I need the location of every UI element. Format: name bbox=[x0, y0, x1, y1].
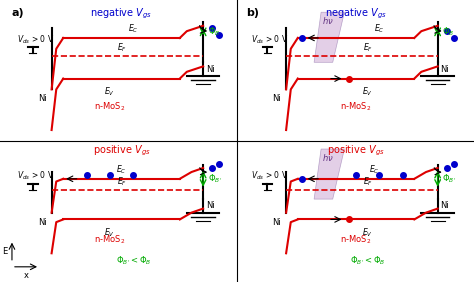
Text: Ni: Ni bbox=[440, 65, 449, 74]
Text: h$\nu$: h$\nu$ bbox=[322, 15, 334, 26]
Text: $E_V$: $E_V$ bbox=[104, 226, 115, 239]
Text: $E_V$: $E_V$ bbox=[362, 226, 373, 239]
Text: Ni: Ni bbox=[38, 218, 46, 227]
Text: $V_{ds}$ > 0 V: $V_{ds}$ > 0 V bbox=[17, 33, 54, 46]
Text: $\Phi_{B'} < \Phi_B$: $\Phi_{B'} < \Phi_B$ bbox=[116, 254, 151, 267]
Text: $E_C$: $E_C$ bbox=[374, 23, 384, 35]
Text: negative $V_{gs}$: negative $V_{gs}$ bbox=[325, 7, 387, 21]
Text: $V_{ds}$ > 0 V: $V_{ds}$ > 0 V bbox=[17, 170, 54, 182]
Text: $\Phi_{B'}$: $\Phi_{B'}$ bbox=[442, 173, 456, 185]
Text: n-MoS$_2$: n-MoS$_2$ bbox=[94, 101, 126, 113]
Text: E: E bbox=[2, 247, 7, 256]
Text: n-MoS$_2$: n-MoS$_2$ bbox=[340, 101, 372, 113]
Text: $E_C$: $E_C$ bbox=[369, 164, 380, 176]
Text: n-MoS$_2$: n-MoS$_2$ bbox=[94, 233, 126, 246]
Text: Ni: Ni bbox=[273, 94, 281, 103]
Text: Ni: Ni bbox=[273, 218, 281, 227]
Text: $V_{ds}$ > 0 V: $V_{ds}$ > 0 V bbox=[251, 170, 289, 182]
Text: $E_F$: $E_F$ bbox=[363, 175, 373, 188]
Text: $E_F$: $E_F$ bbox=[117, 42, 127, 54]
Text: positive $V_{gs}$: positive $V_{gs}$ bbox=[327, 144, 385, 158]
Text: $\Phi_{B'} < \Phi_B$: $\Phi_{B'} < \Phi_B$ bbox=[350, 254, 385, 267]
Text: Ni: Ni bbox=[206, 201, 215, 210]
Text: Ni: Ni bbox=[206, 65, 215, 74]
Text: $E_C$: $E_C$ bbox=[128, 23, 138, 35]
Text: $E_F$: $E_F$ bbox=[117, 175, 127, 188]
Text: b): b) bbox=[246, 8, 259, 18]
Polygon shape bbox=[314, 149, 345, 199]
Text: n-MoS$_2$: n-MoS$_2$ bbox=[340, 233, 372, 246]
Text: $E_V$: $E_V$ bbox=[104, 85, 115, 98]
Polygon shape bbox=[314, 12, 345, 62]
Text: $E_V$: $E_V$ bbox=[362, 85, 373, 98]
Text: negative $V_{gs}$: negative $V_{gs}$ bbox=[91, 7, 153, 21]
Text: h$\nu$: h$\nu$ bbox=[322, 152, 334, 163]
Text: Ni: Ni bbox=[440, 201, 449, 210]
Text: x: x bbox=[23, 271, 28, 280]
Text: $V_{ds}$ > 0 V: $V_{ds}$ > 0 V bbox=[251, 33, 289, 46]
Text: $\Phi_{B'}$: $\Phi_{B'}$ bbox=[208, 173, 222, 185]
Text: positive $V_{gs}$: positive $V_{gs}$ bbox=[93, 144, 150, 158]
Text: $\Phi_B$: $\Phi_B$ bbox=[208, 26, 220, 38]
Text: $E_C$: $E_C$ bbox=[116, 164, 127, 176]
Text: $\Phi_B$: $\Phi_B$ bbox=[442, 26, 455, 38]
Text: Ni: Ni bbox=[38, 94, 46, 103]
Text: $E_F$: $E_F$ bbox=[363, 42, 373, 54]
Text: a): a) bbox=[12, 8, 25, 18]
